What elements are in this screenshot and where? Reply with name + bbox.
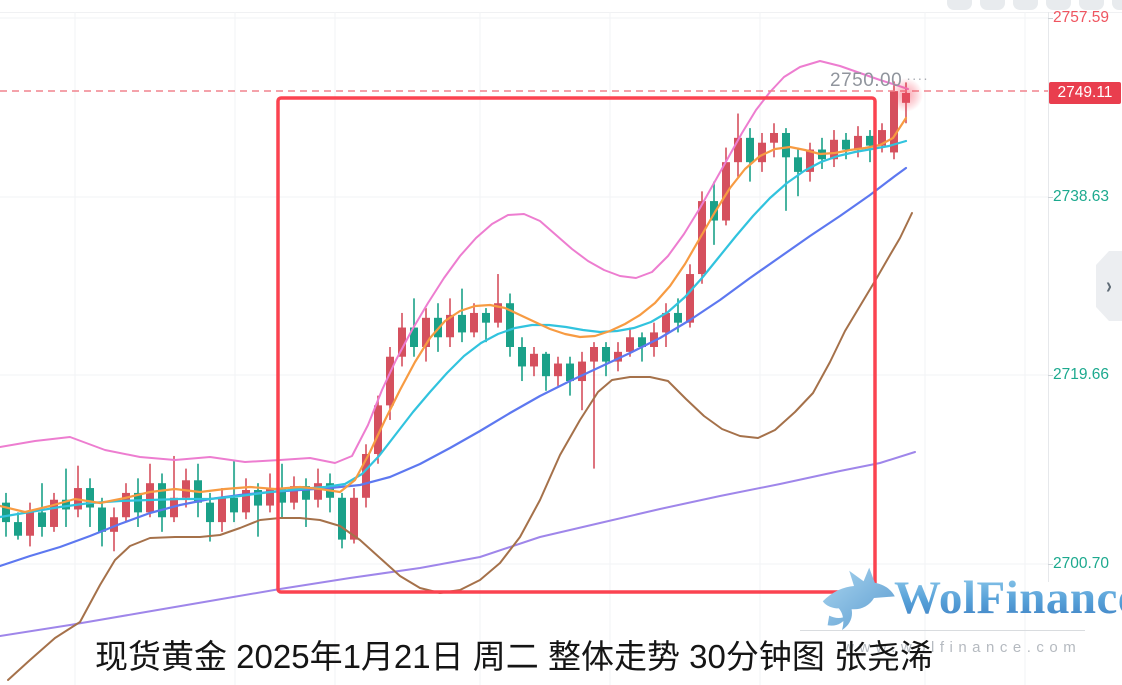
toolbar-button[interactable] [980,0,1005,10]
wolf-icon [822,567,895,630]
brand-logo: WolFinance [818,556,1122,640]
axis-tick [1048,564,1053,565]
toolbar-button[interactable] [1079,0,1104,10]
price-label: 2757.59 [1053,9,1110,26]
toolbar-button[interactable] [947,0,972,10]
price-label: 2700.70 [1053,555,1110,572]
price-axis-separator [1048,12,1049,582]
chart-caption: 现货黄金 2025年1月21日 周二 整体走势 30分钟图 张尧浠 [95,638,934,675]
panel-expander[interactable]: › [1096,251,1122,321]
price-label: 2719.66 [1053,366,1110,383]
alert-price-value: 2750.00 [830,70,903,91]
brand-url: www.wolfinance.com [843,639,1082,656]
toolbar-button[interactable] [1112,0,1122,10]
toolbar-button[interactable] [1046,0,1071,10]
price-label: 2738.63 [1053,188,1110,205]
alert-dots: ···· [906,70,929,86]
chevron-right-icon: › [1106,272,1112,299]
top-border [0,12,1122,13]
brand-name: WolFinance [894,571,1122,625]
brand-divider [800,630,1085,631]
current-price-badge: 2749.11 [1049,82,1121,104]
axis-tick [1048,18,1053,19]
axis-tick [1048,375,1053,376]
toolbar-button[interactable] [1013,0,1038,10]
alert-price-label: 2750.00 ···· [830,70,929,92]
axis-tick [1048,197,1053,198]
